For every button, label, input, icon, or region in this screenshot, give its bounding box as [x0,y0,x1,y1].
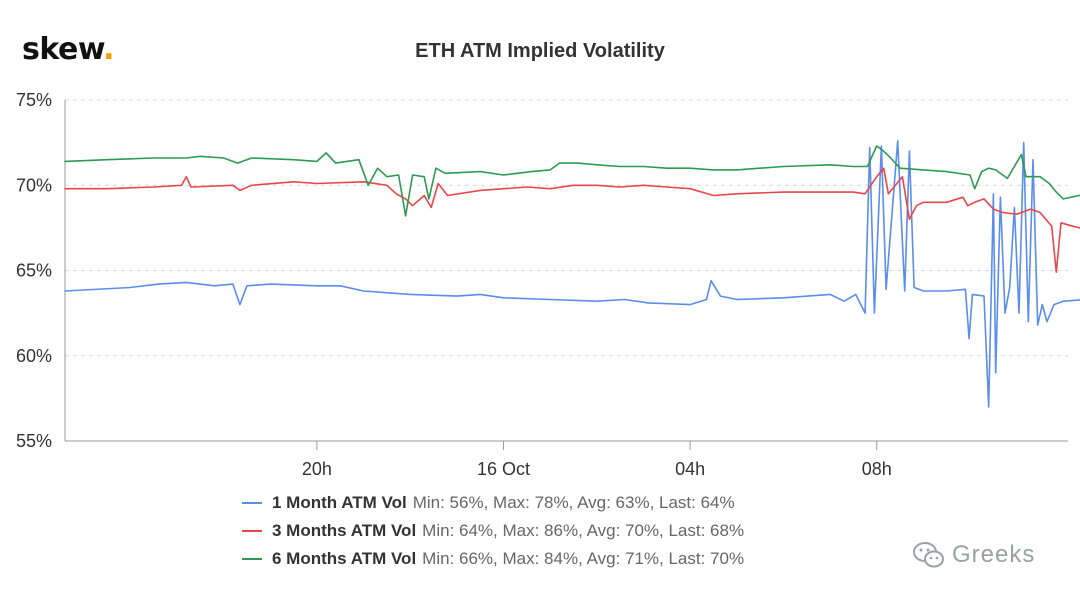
legend-swatch-1m [242,502,262,504]
y-tick-label: 55% [16,431,52,451]
legend-swatch-3m [242,530,262,532]
legend-series-name: 6 Months ATM Vol [272,549,417,568]
legend: 1 Month ATM Vol Min: 56%, Max: 78%, Avg:… [242,489,744,573]
x-tick-label: 16 Oct [477,459,530,479]
axes [64,100,1068,450]
legend-swatch-6m [242,558,262,560]
series-line-3m [64,167,1080,274]
y-tick-label: 70% [16,175,52,195]
watermark-text: Greeks [952,541,1036,568]
skew-logo: skew. [22,32,115,67]
watermark: Greeks [912,540,1035,570]
x-tick-label: 08h [862,459,892,479]
tick-labels: 55% 60% 65% 70% 75% 20h 16 Oct 04h 08h [16,90,892,479]
y-tick-label: 65% [16,261,52,281]
legend-item-6m[interactable]: 6 Months ATM Vol Min: 66%, Max: 84%, Avg… [242,545,744,573]
chart-title: ETH ATM Implied Volatility [415,40,665,62]
series-line-1m [64,140,1080,408]
series-line-6m [64,145,1080,217]
legend-series-name: 1 Month ATM Vol [272,493,407,512]
x-tick-label: 20h [302,459,332,479]
legend-series-stats: Min: 64%, Max: 86%, Avg: 70%, Last: 68% [422,521,745,540]
series-lines [64,140,1080,408]
x-tick-label: 04h [675,459,705,479]
legend-series-stats: Min: 66%, Max: 84%, Avg: 71%, Last: 70% [422,549,745,568]
legend-series-stats: Min: 56%, Max: 78%, Avg: 63%, Last: 64% [412,493,735,512]
legend-item-3m[interactable]: 3 Months ATM Vol Min: 64%, Max: 86%, Avg… [242,517,744,545]
logo-dot: . [103,32,115,67]
logo-wordmark: skew [22,32,104,67]
wechat-icon [913,542,944,568]
grid-lines [65,99,1068,357]
y-tick-label: 75% [16,90,52,110]
y-tick-label: 60% [16,346,52,366]
legend-item-1m[interactable]: 1 Month ATM Vol Min: 56%, Max: 78%, Avg:… [242,489,744,517]
legend-series-name: 3 Months ATM Vol [272,521,417,540]
